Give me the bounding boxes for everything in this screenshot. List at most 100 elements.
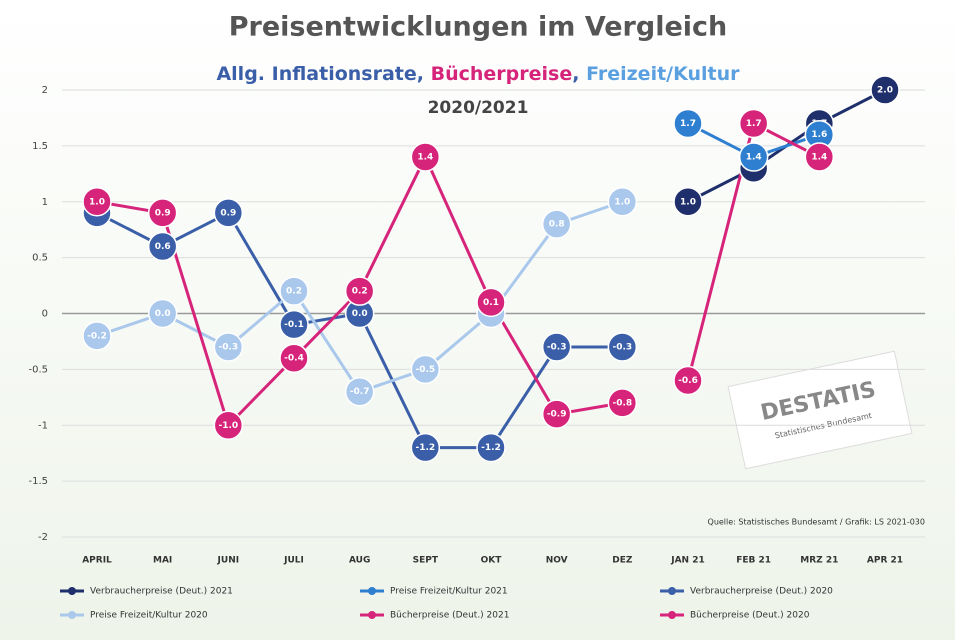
data-point xyxy=(541,332,572,362)
x-tick-label: FEB 21 xyxy=(736,556,771,566)
data-point xyxy=(82,187,112,217)
data-point xyxy=(673,108,703,139)
data-label: -1.2 xyxy=(415,443,435,453)
logo: DESTATIS Statistisches Bundesamt xyxy=(727,350,913,470)
data-point xyxy=(410,354,441,385)
subtitle-part: , xyxy=(572,63,586,85)
y-tick-label: 0.5 xyxy=(32,253,48,264)
data-label: 1.6 xyxy=(811,130,827,140)
data-point xyxy=(804,142,835,172)
data-point xyxy=(870,75,900,105)
data-label: -0.3 xyxy=(612,343,632,353)
data-point xyxy=(410,142,441,172)
data-label: 1.7 xyxy=(680,119,696,129)
y-tick-label: 2 xyxy=(42,85,48,96)
data-label: -0.2 xyxy=(87,331,107,341)
data-label: 0.0 xyxy=(155,309,171,319)
legend-swatch-dot xyxy=(668,611,676,619)
y-tick-label: 1 xyxy=(42,197,48,208)
data-label: 0.9 xyxy=(220,208,236,218)
data-point xyxy=(344,276,375,306)
x-tick-label: APR 21 xyxy=(867,556,903,566)
data-point xyxy=(279,343,309,373)
data-point xyxy=(213,410,244,440)
data-label: 0.0 xyxy=(352,309,368,319)
data-label: 0.2 xyxy=(352,287,368,297)
x-tick-label: JAN 21 xyxy=(670,556,705,566)
data-label: 0.2 xyxy=(286,287,302,297)
data-point xyxy=(607,187,638,217)
data-label: -0.6 xyxy=(678,376,698,386)
source-note: Quelle: Statistisches Bundesamt / Grafik… xyxy=(708,518,925,527)
data-point xyxy=(82,321,112,351)
legend-swatch-dot xyxy=(368,611,376,619)
legend-label: Preise Freizeit/Kultur 2021 xyxy=(390,587,508,597)
x-tick-label: APRIL xyxy=(82,556,112,566)
subtitle-part: , xyxy=(417,63,431,85)
y-tick-label: -1.5 xyxy=(28,476,48,487)
data-label: -1.0 xyxy=(218,421,238,431)
x-tick-label: MAI xyxy=(153,556,172,566)
x-tick-label: JULI xyxy=(283,556,304,566)
y-tick-label: 0 xyxy=(42,309,48,320)
data-label: 0.8 xyxy=(549,220,565,230)
legend-label: Verbraucherpreise (Deut.) 2021 xyxy=(90,587,233,597)
chart-subtitle-year: 2020/2021 xyxy=(428,98,529,118)
y-tick-label: 1.5 xyxy=(32,141,48,152)
data-point xyxy=(147,231,178,262)
data-label: -0.3 xyxy=(547,343,567,353)
legend-swatch-dot xyxy=(68,587,76,595)
x-tick-label: AUG xyxy=(349,556,370,566)
data-point xyxy=(673,365,703,396)
data-point xyxy=(476,287,506,318)
data-label: 0.6 xyxy=(155,242,171,252)
data-point xyxy=(607,332,638,362)
subtitle-part: Bücherpreise xyxy=(431,63,573,85)
data-point xyxy=(279,309,309,340)
data-point xyxy=(673,187,703,217)
legend-swatch-dot xyxy=(668,587,676,595)
data-label: 1.4 xyxy=(417,153,433,163)
data-label: -0.1 xyxy=(284,320,304,330)
data-label: 0.1 xyxy=(483,298,499,308)
legend-label: Verbraucherpreise (Deut.) 2020 xyxy=(690,587,833,597)
legend-label: Bücherpreise (Deut.) 2020 xyxy=(690,611,810,621)
data-label: 1.4 xyxy=(746,153,762,163)
subtitle-part: Allg. Inflationsrate xyxy=(216,63,416,85)
x-tick-label: DEZ xyxy=(612,556,633,566)
y-tick-label: -1 xyxy=(38,420,48,431)
y-tick-label: -0.5 xyxy=(28,364,48,375)
data-point xyxy=(738,142,769,172)
data-point xyxy=(410,432,441,463)
data-label: -0.3 xyxy=(218,343,238,353)
data-label: -0.9 xyxy=(547,410,567,420)
data-point xyxy=(213,198,244,228)
data-point xyxy=(541,209,572,239)
chart-title: Preisentwicklungen im Vergleich xyxy=(229,12,728,43)
data-label: 1.0 xyxy=(614,197,630,207)
legend-swatch-dot xyxy=(68,611,76,619)
data-point xyxy=(344,376,375,407)
legend-swatch-dot xyxy=(368,587,376,595)
data-label: 1.4 xyxy=(811,153,827,163)
legend-label: Bücherpreise (Deut.) 2021 xyxy=(390,611,509,621)
data-label: -1.2 xyxy=(481,443,501,453)
data-label: 2.0 xyxy=(877,86,893,96)
data-label: 1.7 xyxy=(746,119,762,129)
chart-subtitle: Allg. Inflationsrate, Bücherpreise, Frei… xyxy=(216,63,740,85)
data-point xyxy=(147,298,178,329)
data-point xyxy=(607,388,638,418)
subtitle-part: Freizeit/Kultur xyxy=(586,63,740,85)
x-tick-label: JUNI xyxy=(217,556,240,566)
data-label: -0.8 xyxy=(612,398,632,408)
x-tick-label: MRZ 21 xyxy=(800,556,838,566)
x-tick-label: NOV xyxy=(546,556,568,566)
data-label: -0.5 xyxy=(415,365,435,375)
data-point xyxy=(738,108,769,139)
data-label: -0.4 xyxy=(284,354,304,364)
legend-label: Preise Freizeit/Kultur 2020 xyxy=(90,611,208,621)
data-point xyxy=(147,198,178,228)
data-label: 1.0 xyxy=(89,197,105,207)
data-point xyxy=(541,399,572,429)
